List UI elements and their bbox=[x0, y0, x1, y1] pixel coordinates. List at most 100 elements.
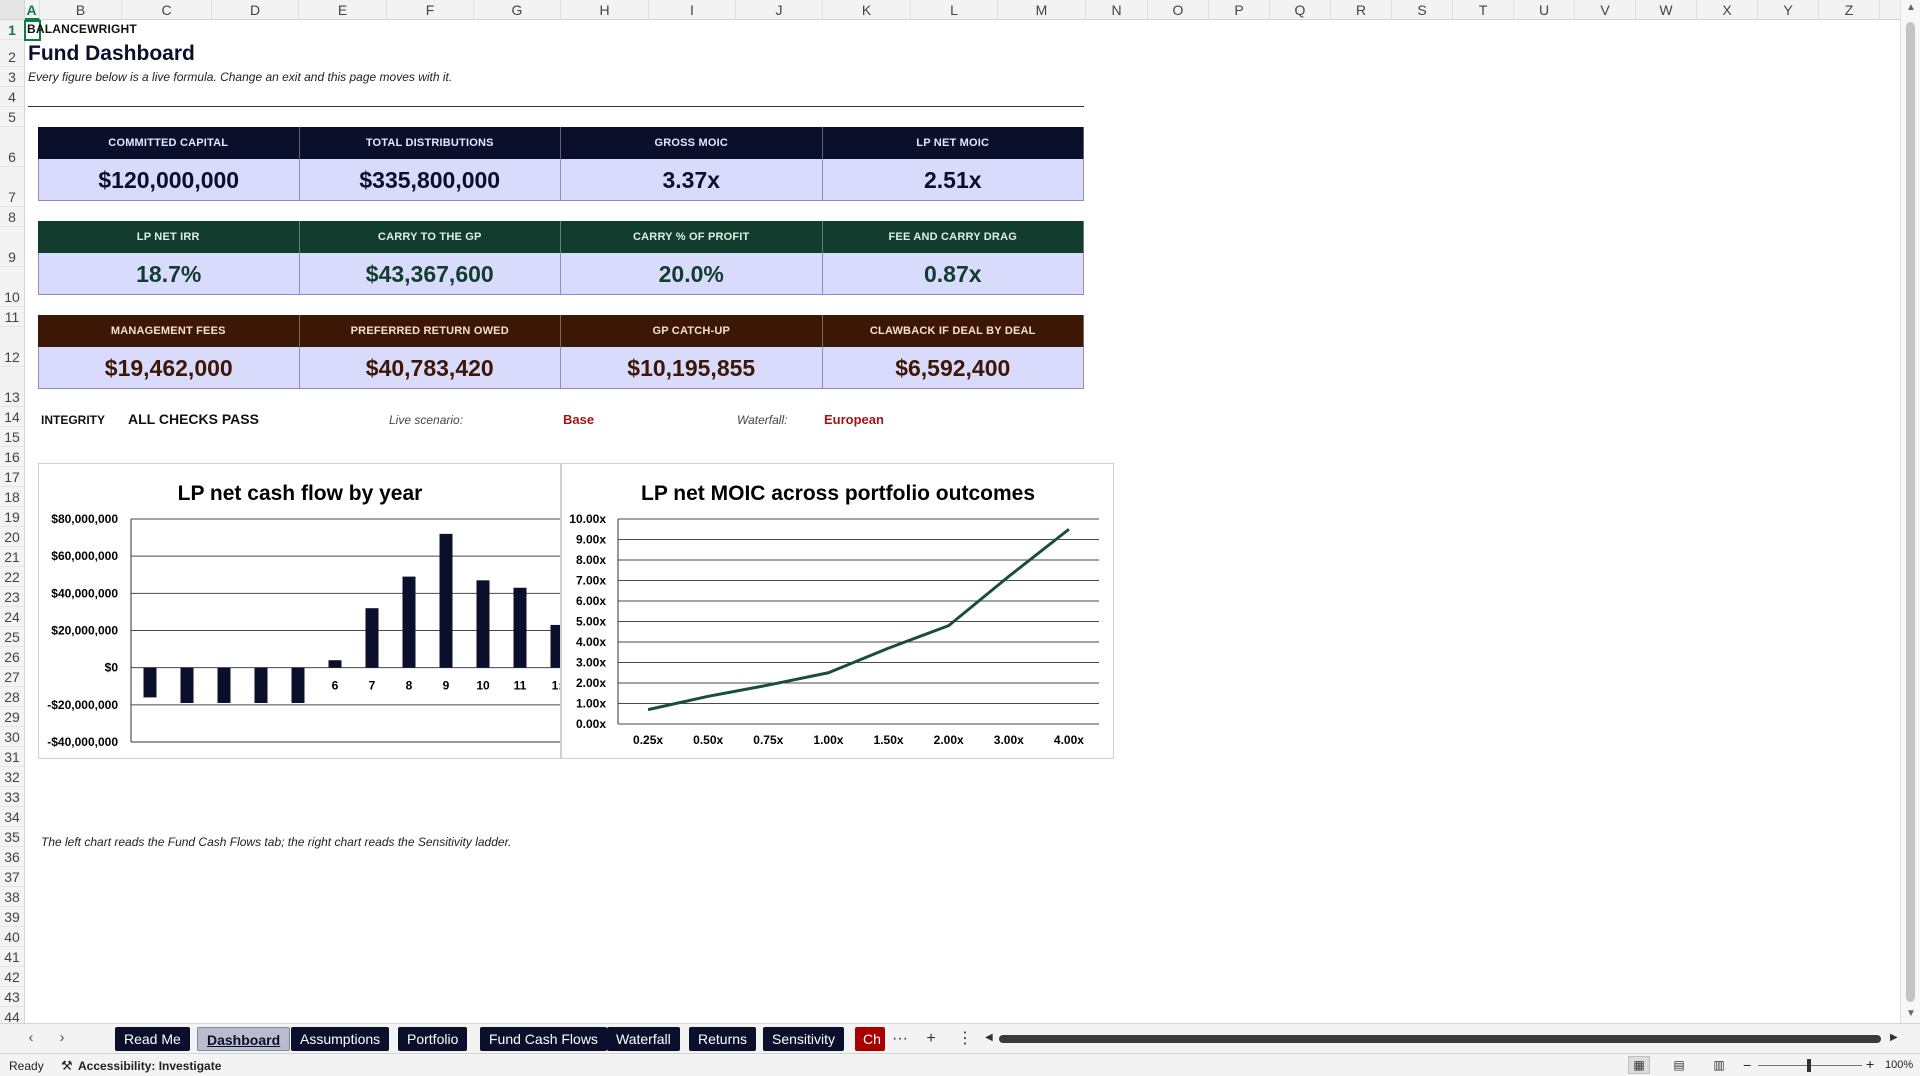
column-header-q[interactable]: Q bbox=[1270, 0, 1331, 20]
zoom-in-button[interactable]: + bbox=[1866, 1056, 1875, 1072]
column-header-w[interactable]: W bbox=[1636, 0, 1697, 20]
row-header-24[interactable]: 24 bbox=[0, 607, 24, 627]
row-header-2[interactable]: 2 bbox=[0, 40, 24, 67]
row-header-8[interactable]: 8 bbox=[0, 207, 24, 227]
zoom-level[interactable]: 100% bbox=[1885, 1059, 1914, 1071]
row-header-4[interactable]: 4 bbox=[0, 87, 24, 107]
row-header-30[interactable]: 30 bbox=[0, 727, 24, 747]
next-sheet-icon[interactable]: › bbox=[59, 1029, 65, 1046]
scroll-left-icon[interactable]: ◀ bbox=[985, 1032, 993, 1043]
vertical-scrollbar[interactable]: ▲ ▼ bbox=[1900, 0, 1920, 1023]
zoom-slider-thumb[interactable] bbox=[1807, 1059, 1811, 1072]
page-break-view-icon[interactable]: ▥ bbox=[1713, 1058, 1725, 1072]
column-header-j[interactable]: J bbox=[736, 0, 823, 20]
kpi-value[interactable]: $10,195,855 bbox=[561, 347, 823, 389]
row-header-15[interactable]: 15 bbox=[0, 427, 24, 447]
kpi-value[interactable]: $40,783,420 bbox=[299, 347, 561, 389]
row-header-21[interactable]: 21 bbox=[0, 547, 24, 567]
row-header-11[interactable]: 11 bbox=[0, 307, 24, 327]
sheet-tab-waterfall[interactable]: Waterfall bbox=[607, 1027, 680, 1051]
column-header-s[interactable]: S bbox=[1392, 0, 1453, 20]
row-header-5[interactable]: 5 bbox=[0, 107, 24, 127]
page-layout-view-icon[interactable]: ▤ bbox=[1673, 1058, 1685, 1072]
column-header-k[interactable]: K bbox=[823, 0, 911, 20]
row-header-41[interactable]: 41 bbox=[0, 947, 24, 967]
kpi-value[interactable]: 20.0% bbox=[561, 253, 823, 295]
sheet-tab-sensitivity[interactable]: Sensitivity bbox=[763, 1027, 845, 1051]
column-header-o[interactable]: O bbox=[1148, 0, 1209, 20]
more-tabs-icon[interactable]: ··· bbox=[892, 1030, 908, 1047]
row-header-36[interactable]: 36 bbox=[0, 847, 24, 867]
column-header-x[interactable]: X bbox=[1697, 0, 1758, 20]
active-cell-a1[interactable] bbox=[24, 20, 41, 41]
kpi-value[interactable]: 3.37x bbox=[561, 159, 823, 201]
horizontal-scrollbar[interactable]: ◀ ▶ bbox=[985, 1032, 1898, 1046]
row-header-44[interactable]: 44 bbox=[0, 1007, 24, 1023]
kpi-card-lp-net-irr[interactable]: LP NET IRR 18.7% bbox=[38, 221, 300, 295]
row-header-32[interactable]: 32 bbox=[0, 767, 24, 787]
row-header-35[interactable]: 35 bbox=[0, 827, 24, 847]
scenario-value[interactable]: Base bbox=[563, 412, 595, 427]
kpi-value[interactable]: $6,592,400 bbox=[822, 347, 1084, 389]
prev-sheet-icon[interactable]: ‹ bbox=[28, 1029, 34, 1046]
kpi-card-preferred-return-owed[interactable]: PREFERRED RETURN OWED $40,783,420 bbox=[299, 315, 561, 389]
column-header-a[interactable]: A bbox=[24, 0, 40, 20]
column-header-l[interactable]: L bbox=[911, 0, 998, 20]
cash-flow-chart[interactable]: LP net cash flow by year $80,000,000 $60,0… bbox=[38, 463, 561, 759]
accessibility-status[interactable]: Accessibility: Investigate bbox=[78, 1059, 222, 1073]
row-header-26[interactable]: 26 bbox=[0, 647, 24, 667]
row-header-9[interactable]: 9 bbox=[0, 227, 24, 267]
row-header-1[interactable]: 1 bbox=[0, 20, 24, 40]
column-header-d[interactable]: D bbox=[212, 0, 299, 20]
scroll-down-icon[interactable]: ▼ bbox=[1906, 1008, 1916, 1019]
row-header-39[interactable]: 39 bbox=[0, 907, 24, 927]
column-header-b[interactable]: B bbox=[40, 0, 122, 20]
kpi-value[interactable]: $43,367,600 bbox=[299, 253, 561, 295]
column-header-y[interactable]: Y bbox=[1758, 0, 1819, 20]
column-header-t[interactable]: T bbox=[1453, 0, 1514, 20]
sheet-tab-fund-cash-flows[interactable]: Fund Cash Flows bbox=[480, 1027, 607, 1051]
column-header-g[interactable]: G bbox=[474, 0, 561, 20]
kpi-card-fee-and-carry-drag[interactable]: FEE AND CARRY DRAG 0.87x bbox=[822, 221, 1084, 295]
normal-view-icon[interactable]: ▦ bbox=[1628, 1056, 1650, 1074]
sheet-tab-dashboard[interactable]: Dashboard bbox=[197, 1027, 291, 1051]
kpi-card-lp-net-moic[interactable]: LP NET MOIC 2.51x bbox=[822, 127, 1084, 201]
row-header-20[interactable]: 20 bbox=[0, 527, 24, 547]
row-header-17[interactable]: 17 bbox=[0, 467, 24, 487]
scroll-right-icon[interactable]: ▶ bbox=[1890, 1032, 1898, 1043]
row-header-42[interactable]: 42 bbox=[0, 967, 24, 987]
add-sheet-icon[interactable]: + bbox=[926, 1030, 936, 1047]
row-header-12[interactable]: 12 bbox=[0, 327, 24, 367]
horizontal-scroll-thumb[interactable] bbox=[999, 1035, 1881, 1043]
integrity-status[interactable]: ALL CHECKS PASS bbox=[128, 411, 259, 427]
waterfall-value[interactable]: European bbox=[824, 412, 884, 427]
column-header-z[interactable]: Z bbox=[1819, 0, 1880, 20]
row-header-10[interactable]: 10 bbox=[0, 267, 24, 307]
row-header-13[interactable]: 13 bbox=[0, 367, 24, 407]
column-header-r[interactable]: R bbox=[1331, 0, 1392, 20]
kpi-card-management-fees[interactable]: MANAGEMENT FEES $19,462,000 bbox=[38, 315, 300, 389]
row-header-6[interactable]: 6 bbox=[0, 127, 24, 167]
column-header-h[interactable]: H bbox=[561, 0, 649, 20]
kpi-value[interactable]: $335,800,000 bbox=[299, 159, 561, 201]
column-header-u[interactable]: U bbox=[1514, 0, 1575, 20]
row-header-38[interactable]: 38 bbox=[0, 887, 24, 907]
column-header-p[interactable]: P bbox=[1209, 0, 1270, 20]
kpi-card-carry-to-the-gp[interactable]: CARRY TO THE GP $43,367,600 bbox=[299, 221, 561, 295]
select-all-corner[interactable] bbox=[0, 0, 25, 20]
kpi-card-carry-of-profit[interactable]: CARRY % OF PROFIT 20.0% bbox=[561, 221, 823, 295]
accessibility-icon[interactable]: ⚒ bbox=[61, 1058, 73, 1073]
column-header-m[interactable]: M bbox=[998, 0, 1086, 20]
kpi-card-total-distributions[interactable]: TOTAL DISTRIBUTIONS $335,800,000 bbox=[299, 127, 561, 201]
column-header-e[interactable]: E bbox=[299, 0, 387, 20]
row-header-7[interactable]: 7 bbox=[0, 167, 24, 207]
kpi-card-clawback-if-deal-by-deal[interactable]: CLAWBACK IF DEAL BY DEAL $6,592,400 bbox=[822, 315, 1084, 389]
row-header-31[interactable]: 31 bbox=[0, 747, 24, 767]
row-header-18[interactable]: 18 bbox=[0, 487, 24, 507]
kpi-value[interactable]: 2.51x bbox=[822, 159, 1084, 201]
kpi-card-committed-capital[interactable]: COMMITTED CAPITAL $120,000,000 bbox=[38, 127, 300, 201]
sheet-tab-ch[interactable]: Ch bbox=[855, 1027, 885, 1051]
row-header-34[interactable]: 34 bbox=[0, 807, 24, 827]
row-header-23[interactable]: 23 bbox=[0, 587, 24, 607]
sheet-tab-returns[interactable]: Returns bbox=[689, 1027, 757, 1051]
